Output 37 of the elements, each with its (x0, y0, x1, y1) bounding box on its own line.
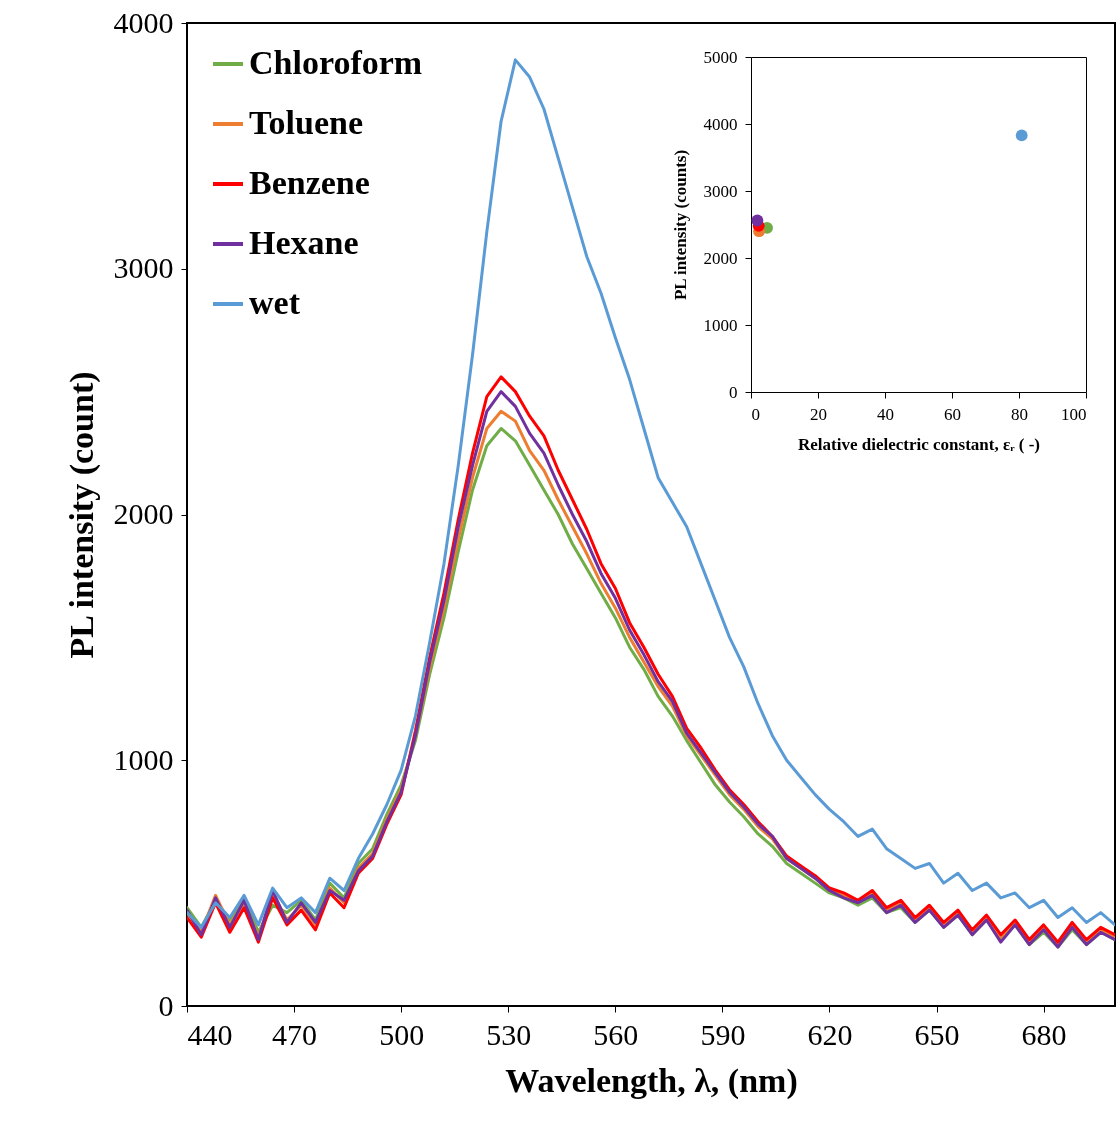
y-tick-label: 3000 (113, 251, 174, 285)
x-tick-label: 100 (1061, 404, 1087, 424)
x-tick-label: 440 (187, 1017, 233, 1051)
y-tick-label: 1000 (113, 742, 174, 776)
x-tick-label: 650 (914, 1017, 960, 1051)
point (751, 214, 764, 227)
y-tick-label: 1000 (703, 315, 738, 335)
y-tick-label: 2000 (703, 248, 738, 268)
y-tick-label: 5000 (703, 47, 738, 67)
x-tick-label: 60 (944, 404, 961, 424)
point (1015, 129, 1028, 142)
x-axis-title: Relative dielectric constant, εᵣ ( -) (798, 434, 1040, 454)
x-tick-label: 560 (593, 1017, 639, 1051)
legend-label: wet (249, 284, 301, 321)
y-tick-label: 2000 (113, 497, 174, 530)
x-tick-label: 40 (877, 404, 894, 424)
x-tick-label: 80 (1011, 404, 1028, 424)
y-tick-label: 0 (729, 382, 738, 402)
y-tick-label: 4000 (113, 5, 174, 39)
x-tick-label: 620 (807, 1017, 853, 1051)
legend-label: Benzene (249, 164, 370, 201)
y-tick-label: 3000 (703, 181, 738, 201)
x-tick-label: 680 (1021, 1017, 1067, 1051)
x-tick-label: 590 (700, 1017, 746, 1051)
y-tick-label: 0 (158, 988, 174, 1022)
x-tick-label: 500 (379, 1017, 425, 1051)
x-tick-label: 530 (486, 1017, 532, 1051)
y-axis-title: PL intensity (counts) (670, 149, 690, 301)
x-axis-title: Wavelength, λ, (nm) (505, 1061, 798, 1100)
y-axis-title: PL intensity (count) (62, 371, 101, 659)
legend-label: Chloroform (249, 44, 423, 81)
legend-label: Toluene (249, 104, 364, 141)
x-tick-label: 0 (751, 404, 760, 424)
x-tick-label: 20 (810, 404, 827, 424)
x-tick-label: 470 (272, 1017, 318, 1051)
y-tick-label: 4000 (703, 114, 738, 134)
legend-label: Hexane (249, 224, 359, 261)
